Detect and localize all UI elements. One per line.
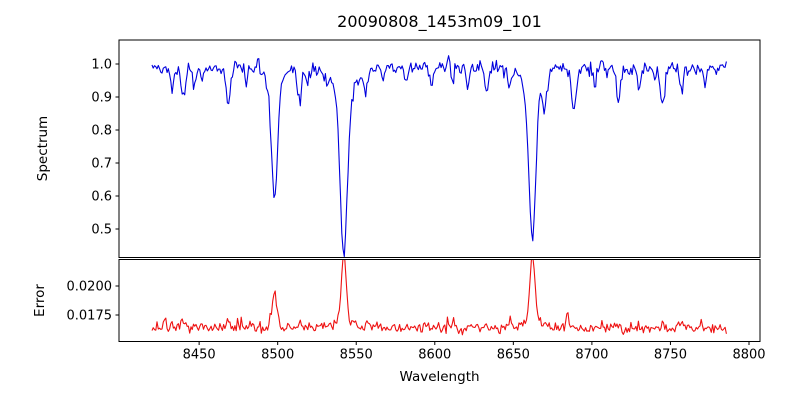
y-tick-label: 0.9 bbox=[91, 90, 112, 105]
axes-frames bbox=[118, 39, 761, 342]
x-axis-label: Wavelength bbox=[399, 369, 479, 385]
error-line bbox=[151, 259, 727, 336]
spectrum-series bbox=[151, 55, 727, 258]
x-tick-label: 8450 bbox=[183, 348, 216, 363]
axes-ticks: 8450 8500 8550 8600 8650 8700 8750 8800 1.0 0.9 0.… bbox=[67, 57, 766, 362]
y-tick-label: 0.0175 bbox=[67, 309, 113, 324]
error-frame bbox=[118, 259, 761, 342]
y-tick-label: 0.8 bbox=[91, 123, 112, 138]
y-axis-label-error: Error bbox=[32, 284, 48, 317]
x-tick-label: 8600 bbox=[418, 348, 451, 363]
x-tick-label: 8800 bbox=[732, 348, 765, 363]
spectrum-frame bbox=[118, 39, 761, 258]
y-tick-label: 0.0200 bbox=[67, 279, 113, 294]
y-tick-label: 0.7 bbox=[91, 156, 112, 171]
y-tick-label: 1.0 bbox=[91, 57, 112, 72]
chart-title: 20090808_1453m09_101 bbox=[337, 12, 542, 32]
x-tick-label: 8750 bbox=[654, 348, 687, 363]
data-curves bbox=[151, 55, 727, 336]
y-tick-label: 0.6 bbox=[91, 189, 112, 204]
y-tick-label: 0.5 bbox=[91, 222, 112, 237]
x-tick-label: 8700 bbox=[575, 348, 608, 363]
error-series bbox=[151, 259, 727, 336]
x-tick-label: 8500 bbox=[261, 348, 294, 363]
spectrum-line bbox=[151, 55, 727, 258]
x-tick-label: 8550 bbox=[340, 348, 373, 363]
y-axis-label-spectrum: Spectrum bbox=[35, 116, 51, 181]
x-tick-label: 8650 bbox=[497, 348, 530, 363]
